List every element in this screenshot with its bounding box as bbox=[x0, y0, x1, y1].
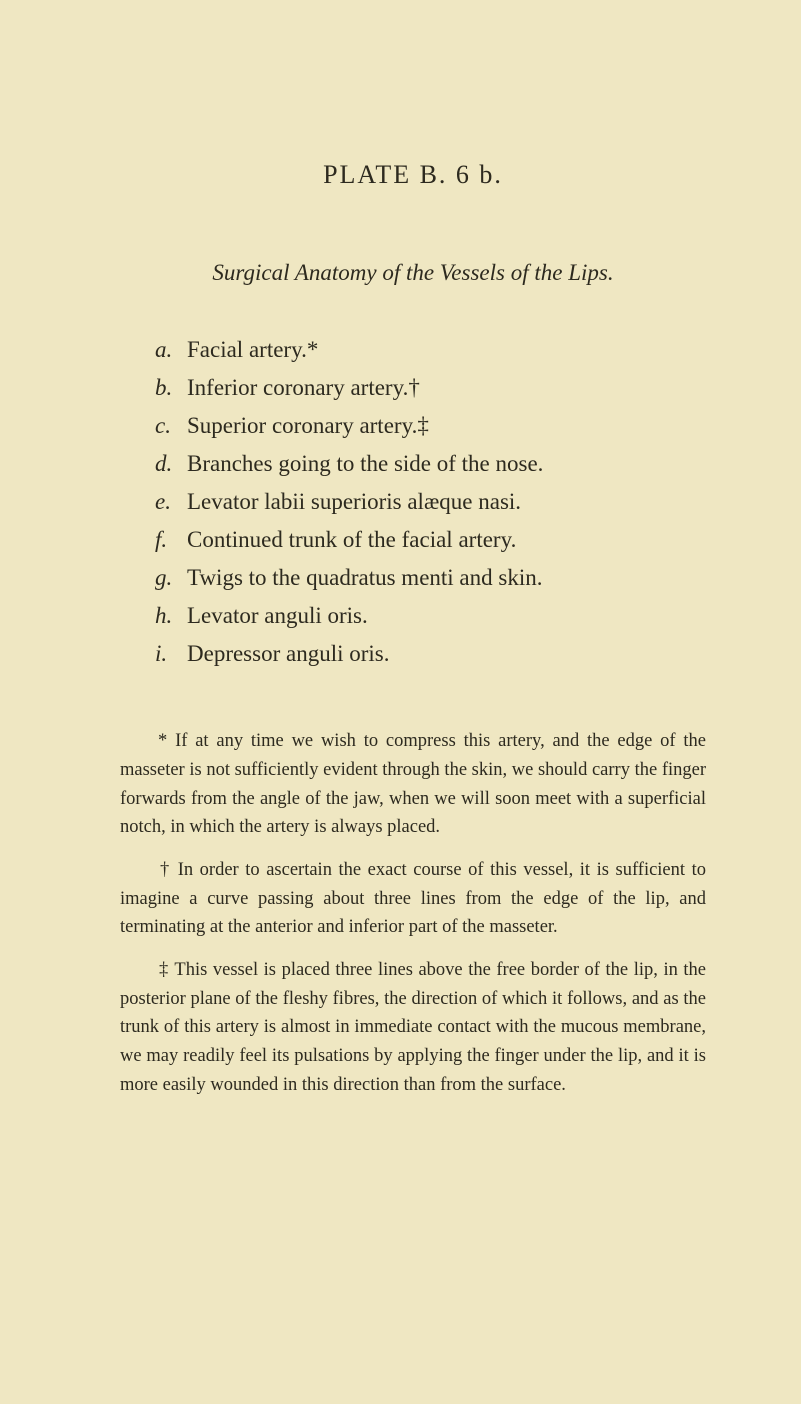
footnote: † In order to ascertain the exact course… bbox=[120, 856, 706, 942]
list-letter: e. bbox=[155, 483, 187, 521]
list-text: Superior coronary artery.‡ bbox=[187, 407, 706, 445]
list-item: d. Branches going to the side of the nos… bbox=[155, 445, 706, 483]
list-item: e. Levator labii superioris alæque nasi. bbox=[155, 483, 706, 521]
footnote: ‡ This vessel is placed three lines abov… bbox=[120, 956, 706, 1099]
footnote-mark: * bbox=[158, 731, 167, 751]
list-text: Levator anguli oris. bbox=[187, 597, 706, 635]
list-item: i. Depressor anguli oris. bbox=[155, 635, 706, 673]
anatomy-list: a. Facial artery.* b. Inferior coronary … bbox=[155, 331, 706, 672]
list-letter: g. bbox=[155, 559, 187, 597]
plate-title-text: PLATE B. 6 b. bbox=[323, 160, 503, 189]
footnote-mark: ‡ bbox=[158, 960, 169, 980]
list-text: Twigs to the quadratus menti and skin. bbox=[187, 559, 706, 597]
footnote: * If at any time we wish to compress thi… bbox=[120, 727, 706, 842]
document-page: PLATE B. 6 b. Surgical Anatomy of the Ve… bbox=[0, 0, 801, 1404]
list-text: Continued trunk of the facial artery. bbox=[187, 521, 706, 559]
list-item: f. Continued trunk of the facial artery. bbox=[155, 521, 706, 559]
footnote-text: In order to ascertain the exact course o… bbox=[120, 860, 706, 937]
list-item: a. Facial artery.* bbox=[155, 331, 706, 369]
footnote-text: This vessel is placed three lines above … bbox=[120, 960, 706, 1095]
list-item: h. Levator anguli oris. bbox=[155, 597, 706, 635]
footnote-text: If at any time we wish to compress this … bbox=[120, 731, 706, 837]
list-text: Facial artery.* bbox=[187, 331, 706, 369]
list-letter: i. bbox=[155, 635, 187, 673]
list-item: g. Twigs to the quadratus menti and skin… bbox=[155, 559, 706, 597]
list-text: Depressor anguli oris. bbox=[187, 635, 706, 673]
list-item: b. Inferior coronary artery.† bbox=[155, 369, 706, 407]
list-text: Inferior coronary artery.† bbox=[187, 369, 706, 407]
list-item: c. Superior coronary artery.‡ bbox=[155, 407, 706, 445]
plate-title: PLATE B. 6 b. bbox=[120, 160, 706, 190]
list-letter: b. bbox=[155, 369, 187, 407]
list-letter: a. bbox=[155, 331, 187, 369]
list-letter: c. bbox=[155, 407, 187, 445]
footnote-mark: † bbox=[158, 860, 171, 880]
list-letter: f. bbox=[155, 521, 187, 559]
list-text: Branches going to the side of the nose. bbox=[187, 445, 706, 483]
subtitle: Surgical Anatomy of the Vessels of the L… bbox=[120, 260, 706, 286]
list-text: Levator labii superioris alæque nasi. bbox=[187, 483, 706, 521]
subtitle-text: Surgical Anatomy of the Vessels of the L… bbox=[212, 260, 613, 285]
list-letter: h. bbox=[155, 597, 187, 635]
footnotes-block: * If at any time we wish to compress thi… bbox=[120, 727, 706, 1099]
list-letter: d. bbox=[155, 445, 187, 483]
